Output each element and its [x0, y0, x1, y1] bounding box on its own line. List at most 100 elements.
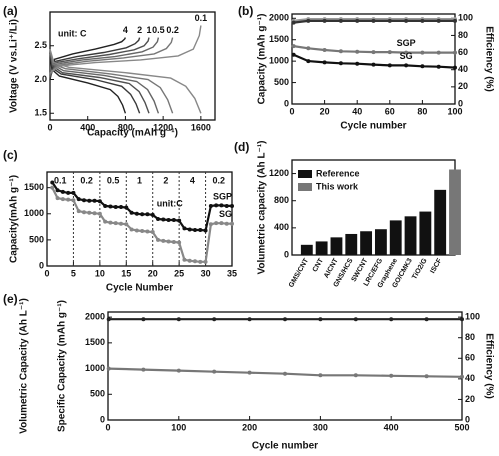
data-point [208, 203, 213, 208]
series-label: SG [219, 209, 232, 219]
y2-tick-label: 40 [458, 64, 468, 74]
data-point [371, 62, 376, 67]
data-point [247, 317, 252, 322]
x-tick-label: 300 [313, 422, 328, 432]
bar [389, 220, 402, 255]
bar [374, 229, 387, 255]
rate-label: 2 [163, 175, 168, 185]
data-point [453, 65, 457, 70]
y-tick-label: 500 [274, 77, 289, 87]
rate-label: 0.2 [213, 175, 226, 185]
data-point [291, 44, 296, 49]
data-point [404, 50, 409, 55]
plot-frame [49, 11, 216, 121]
x-tick-label: 40 [352, 106, 362, 116]
data-point [82, 198, 86, 203]
y2-tick-label: 0 [465, 414, 470, 424]
plot-frame [46, 171, 233, 267]
x-tick-label: 100 [171, 422, 186, 432]
charge-curve [49, 37, 160, 76]
annotation: unit:C [157, 198, 183, 208]
bar [330, 237, 343, 255]
data-point [156, 217, 160, 221]
data-point [97, 211, 102, 216]
y-tick-label: 1.5 [34, 108, 47, 118]
data-point [212, 317, 217, 322]
data-point [371, 50, 376, 55]
series-label: 0.1 [195, 13, 208, 23]
data-point [129, 210, 134, 215]
x-tick-label: 400 [384, 422, 399, 432]
data-point [389, 373, 394, 378]
data-point [424, 317, 429, 322]
data-point [404, 18, 409, 23]
x-tick-label: 25 [174, 268, 184, 278]
data-point [355, 49, 360, 54]
data-point [134, 211, 139, 216]
discharge-curve [49, 50, 160, 114]
rate-label: 4 [190, 175, 195, 185]
legend-label: Reference [316, 168, 360, 178]
data-point [55, 188, 60, 193]
data-point [203, 259, 208, 264]
legend-swatch [298, 170, 312, 178]
data-point [291, 52, 296, 57]
rate-label: 1 [137, 175, 142, 185]
plot-frame [107, 311, 463, 421]
x-tick-label: 10 [95, 268, 105, 278]
data-point [306, 59, 311, 64]
y-axis-label: Volumetric capacity (Ah L⁻¹) [257, 140, 268, 274]
data-point [145, 229, 150, 234]
data-point [453, 50, 457, 55]
data-point [322, 18, 327, 23]
data-point [291, 20, 296, 25]
data-point [371, 18, 376, 23]
data-point [134, 228, 139, 233]
data-point [103, 203, 108, 208]
data-point [387, 18, 392, 23]
data-point [177, 218, 182, 223]
bar [315, 241, 328, 255]
charge-curve [49, 37, 150, 78]
bar [360, 231, 373, 255]
x-tick-label: 15 [121, 268, 131, 278]
y-tick-label: 1000 [269, 56, 289, 66]
y-axis-label: Capacity(mAh g⁻¹) [9, 175, 20, 263]
data-point [182, 257, 187, 262]
annotation: unit: C [58, 28, 87, 38]
x-tick-label: 0 [289, 106, 294, 116]
data-point [177, 240, 182, 245]
data-point [460, 374, 464, 379]
data-point [198, 259, 203, 264]
data-point [436, 50, 441, 55]
data-point [338, 18, 343, 23]
series-label: SG [400, 51, 413, 61]
x-tick-label: 30 [201, 268, 211, 278]
x-tick-label: 0 [47, 122, 52, 132]
data-point [420, 50, 425, 55]
data-point [219, 221, 224, 226]
data-point [145, 212, 150, 217]
x-tick-label: 35 [227, 268, 237, 278]
y-tick-label: 2000 [85, 312, 105, 322]
data-point [71, 198, 76, 203]
data-point [224, 203, 229, 208]
data-point [124, 222, 129, 227]
y-tick-label: 500 [29, 234, 44, 244]
x-tick-label: CNT [312, 257, 326, 274]
data-point [306, 18, 311, 23]
data-point [212, 369, 217, 374]
data-point [92, 211, 97, 216]
series-label: SGP [397, 38, 416, 48]
data-point [318, 317, 323, 322]
data-point [66, 197, 71, 202]
y2-tick-label: 20 [465, 394, 475, 404]
data-point [338, 61, 343, 66]
y-tick-label: 800 [274, 195, 289, 205]
series-label: 2 [137, 25, 142, 35]
y-axis-label-2: Specific Capacity (mAh g⁻¹) [57, 300, 68, 432]
x-tick-label: 800 [118, 122, 133, 132]
x-axis-label: Capacity (mAh g⁻¹) [87, 128, 178, 139]
y-axis-label: Capacity (mAh g⁻¹) [257, 14, 268, 105]
